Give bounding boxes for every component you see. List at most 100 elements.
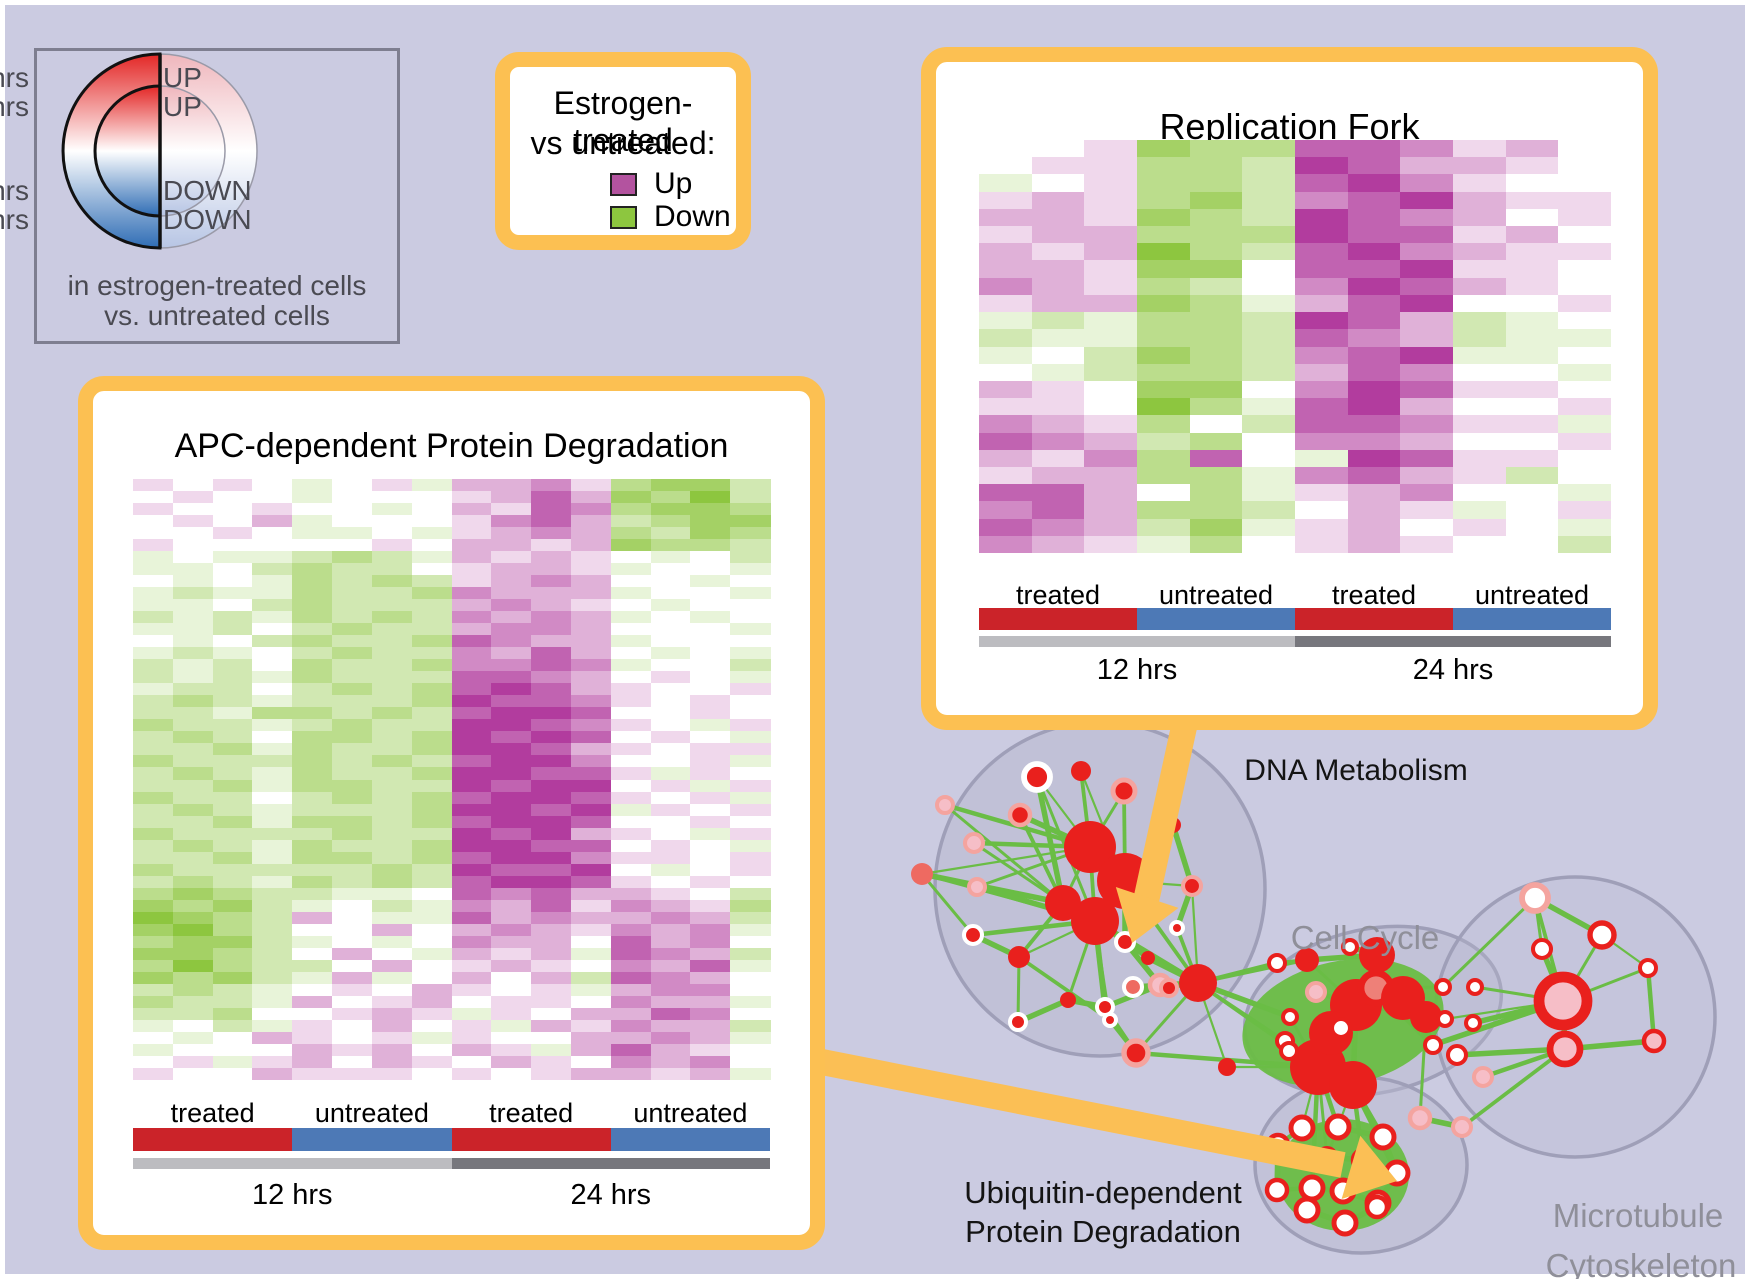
network-node[interactable]	[1464, 1014, 1482, 1032]
network-node[interactable]	[1359, 937, 1395, 973]
network-node[interactable]	[1329, 1016, 1353, 1040]
heatmap-cell	[1031, 380, 1085, 399]
network-node[interactable]	[1293, 1196, 1321, 1224]
network-node[interactable]	[1264, 1177, 1290, 1203]
network-node[interactable]	[1169, 920, 1185, 936]
network-node[interactable]	[1102, 1012, 1118, 1028]
network-node[interactable]	[1295, 948, 1319, 972]
network-node[interactable]	[1267, 953, 1287, 973]
heatmap-cell	[1453, 260, 1507, 279]
network-node[interactable]	[1007, 802, 1033, 828]
heatmap-cell	[491, 827, 532, 841]
heatmap-cell	[491, 947, 532, 961]
heatmap-cell	[730, 743, 771, 756]
heatmap-cell	[1295, 191, 1349, 210]
heatmap-cell	[133, 1055, 174, 1069]
heatmap-cell	[411, 623, 452, 636]
network-node[interactable]	[1471, 1065, 1495, 1089]
heatmap-cell	[1400, 484, 1454, 502]
network-node[interactable]	[1329, 1061, 1377, 1109]
network-node[interactable]	[1288, 1114, 1316, 1142]
heatmap-cell	[172, 851, 214, 865]
network-node[interactable]	[1298, 1174, 1326, 1202]
heatmap-cell	[1189, 294, 1243, 313]
network-node[interactable]	[1324, 1113, 1352, 1141]
network-node[interactable]	[1364, 1194, 1390, 1220]
heatmap-cell	[1084, 174, 1138, 193]
network-node[interactable]	[1546, 1030, 1584, 1068]
network-node[interactable]	[1331, 1209, 1359, 1237]
network-node[interactable]	[1410, 1001, 1442, 1033]
heatmap-cell	[451, 959, 492, 973]
network-node[interactable]	[1180, 874, 1204, 898]
network-node[interactable]	[1218, 1058, 1236, 1076]
network-node[interactable]	[1587, 920, 1617, 950]
network-node[interactable]	[935, 795, 955, 815]
heatmap-cell	[451, 1019, 492, 1033]
network-node[interactable]	[1008, 1012, 1028, 1032]
heatmap-cell	[1084, 226, 1138, 244]
heatmap-cell	[411, 911, 452, 925]
network-node[interactable]	[1638, 958, 1658, 978]
network-node[interactable]	[1530, 937, 1554, 961]
network-node[interactable]	[1071, 897, 1119, 945]
heatmap-cell	[451, 539, 492, 552]
heatmap-cell	[451, 695, 492, 708]
heatmap-cell	[292, 491, 333, 504]
heatmap-cell	[1400, 174, 1454, 193]
heatmap-cell	[292, 719, 333, 732]
network-node[interactable]	[1304, 980, 1328, 1004]
network-node[interactable]	[1121, 1038, 1151, 1068]
heatmap-cell	[531, 851, 572, 865]
heatmap-cell	[690, 791, 731, 805]
network-node[interactable]	[1071, 761, 1091, 781]
heatmap-cell	[212, 947, 253, 961]
heatmap-cell	[1189, 260, 1243, 279]
network-node[interactable]	[967, 877, 987, 897]
heatmap-cell	[610, 1055, 652, 1069]
heatmap-cell	[1453, 363, 1507, 382]
heatmap-cell	[491, 671, 532, 684]
network-node[interactable]	[911, 863, 933, 885]
network-node[interactable]	[1450, 1115, 1474, 1139]
heatmap-cell	[212, 599, 253, 612]
network-node[interactable]	[1008, 946, 1030, 968]
network-node[interactable]	[1466, 978, 1484, 996]
network-node[interactable]	[1445, 1043, 1469, 1067]
network-node[interactable]	[1519, 882, 1551, 914]
network-node[interactable]	[1423, 1035, 1443, 1055]
network-node[interactable]	[1369, 1123, 1397, 1151]
heatmap-cell	[371, 695, 413, 708]
heatmap-cell	[1295, 157, 1349, 175]
network-node[interactable]	[1159, 978, 1179, 998]
network-node[interactable]	[1060, 992, 1076, 1008]
network-node[interactable]	[1434, 978, 1452, 996]
network-node[interactable]	[1141, 951, 1155, 965]
network-node[interactable]	[1179, 964, 1217, 1002]
network-node[interactable]	[1407, 1105, 1433, 1131]
heatmap-cell	[1242, 226, 1296, 244]
network-node[interactable]	[1341, 938, 1359, 956]
network-node[interactable]	[1064, 821, 1116, 873]
heatmap-cell	[1031, 174, 1085, 193]
network-node[interactable]	[1121, 975, 1145, 999]
heatmap-cell	[650, 911, 691, 925]
network-node[interactable]	[1641, 1028, 1667, 1054]
network-node[interactable]	[1436, 1010, 1454, 1028]
heatmap-cell	[1505, 174, 1559, 193]
heatmap-cell	[690, 1043, 731, 1057]
time-label: 12 hrs	[1096, 654, 1178, 686]
network-node[interactable]	[962, 831, 986, 855]
network-node[interactable]	[1021, 761, 1053, 793]
network-node[interactable]	[1279, 1041, 1299, 1061]
network-node[interactable]	[961, 923, 985, 947]
network-node[interactable]	[1113, 930, 1137, 954]
heatmap-cell	[1031, 140, 1085, 158]
network-node[interactable]	[1110, 777, 1138, 805]
heatmap-cell	[451, 1043, 492, 1057]
network-node[interactable]	[1281, 1008, 1299, 1026]
heatmap-cell	[531, 923, 572, 937]
heatmap-cell	[1400, 226, 1454, 244]
network-node[interactable]	[1045, 885, 1081, 921]
network-node[interactable]	[1533, 971, 1593, 1031]
